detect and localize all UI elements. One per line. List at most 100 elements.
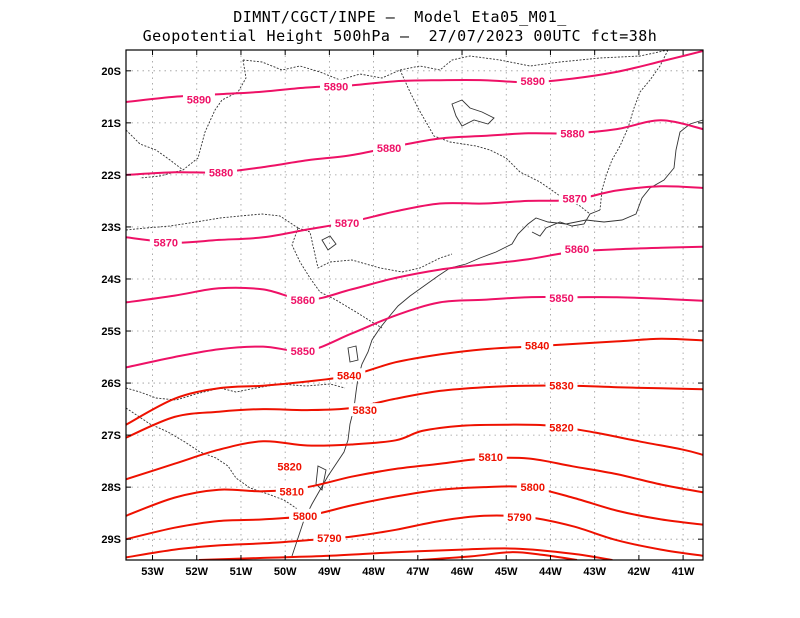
contour-label: 5890 [187, 94, 211, 106]
lon-tick-label: 48W [362, 566, 385, 578]
contour-line [126, 423, 703, 481]
contour-line [419, 551, 578, 560]
contour-label-bg [331, 215, 364, 229]
contour-label: 5880 [209, 167, 233, 179]
lon-tick-label: 41W [672, 566, 695, 578]
contour-label-bg [373, 140, 406, 154]
contour-label-bg [545, 291, 578, 305]
lat-tick-label: 28S [101, 482, 121, 494]
contour-label-bg [286, 292, 319, 306]
contour-label: 5840 [337, 370, 361, 382]
contour-label: 5860 [291, 295, 315, 307]
axis-ticks: 53W 52W 51W 50W 49W 48W 47W 46W 45W 44W 43W 42W 41W 2… [101, 50, 703, 578]
contour-label: 5890 [521, 76, 545, 88]
contour-label: 5830 [549, 381, 573, 393]
contour-label: 5870 [563, 193, 587, 205]
plot-border [125, 49, 704, 561]
contour-line [198, 547, 613, 560]
contour-line [126, 296, 703, 369]
contour-label-bg [516, 480, 549, 494]
lat-tick-label: 26S [101, 378, 121, 390]
contour-label-bg [275, 484, 308, 498]
island [347, 345, 359, 363]
lon-tick-label: 43W [583, 566, 606, 578]
lon-tick-label: 42W [628, 566, 651, 578]
contour-label: 5800 [521, 482, 545, 494]
contour-label: 5860 [565, 244, 589, 256]
gridlines [126, 50, 703, 560]
lon-tick-label: 45W [495, 566, 518, 578]
state-border [125, 129, 184, 171]
lon-tick-label: 44W [539, 566, 562, 578]
lon-tick-label: 50W [274, 566, 297, 578]
lon-tick-label: 51W [230, 566, 253, 578]
chart-subtitle: Geopotential Height 500hPa – 27/07/2023 … [142, 27, 658, 45]
contour-label-bg [558, 191, 591, 205]
plot-frame [126, 50, 703, 560]
contour-label-bg [182, 92, 215, 106]
contour-label: 5870 [154, 238, 178, 250]
lat-tick-label: 21S [101, 118, 121, 130]
contour-label-bg [333, 368, 366, 382]
contour-label-bg [149, 235, 182, 249]
state-border [291, 227, 383, 329]
contour-line [126, 337, 703, 426]
contour-label-bg [474, 449, 507, 463]
lat-tick-label: 27S [101, 430, 121, 442]
contour-lines [126, 50, 703, 560]
contour-label-bg [289, 508, 322, 522]
contour-line [126, 456, 703, 517]
contour-label-bg [521, 338, 554, 352]
coastline [291, 119, 704, 557]
lake [451, 99, 495, 127]
contour-line [126, 185, 703, 244]
contour-label: 5810 [479, 452, 503, 464]
contour-label-bg [545, 378, 578, 392]
contour-label-bg [205, 165, 238, 179]
contour-label-bg [348, 403, 381, 417]
state-border [599, 49, 669, 211]
contour-line [126, 384, 703, 439]
bay [531, 209, 601, 237]
contour-line [126, 245, 703, 304]
coastline-borders [125, 49, 704, 557]
contour-label: 5820 [549, 422, 573, 434]
lat-tick-label: 24S [101, 274, 121, 286]
contour-line [126, 50, 703, 103]
state-border [297, 227, 453, 273]
contour-label: 5810 [280, 486, 304, 498]
lat-tick-label: 20S [101, 66, 121, 78]
contour-label: 5790 [317, 533, 341, 545]
contours: 5890 5890 5890 5880 5880 5880 5870 5870 5870 5860… [126, 50, 703, 560]
contour-label-bg [286, 343, 319, 357]
contour-label: 5890 [324, 81, 348, 93]
contour-label-bg [503, 509, 536, 523]
contour-label: 5850 [549, 293, 573, 305]
contour-label-bg [516, 74, 549, 88]
lon-tick-label: 47W [407, 566, 430, 578]
contour-label: 5870 [335, 218, 359, 230]
contour-label: 5880 [560, 128, 584, 140]
contour-label: 5800 [293, 511, 317, 523]
contour-label-bg [320, 79, 353, 93]
contour-label-bg [545, 420, 578, 434]
lat-tick-label: 25S [101, 326, 121, 338]
state-border [242, 49, 669, 81]
lat-tick-label: 23S [101, 222, 121, 234]
contour-label-bg [556, 126, 589, 140]
contour-line [126, 514, 703, 559]
contour-label: 5820 [277, 461, 301, 473]
lon-tick-label: 52W [185, 566, 208, 578]
lon-tick-label: 49W [318, 566, 341, 578]
contour-label: 5790 [507, 512, 531, 524]
state-border [125, 383, 346, 401]
lon-tick-label: 46W [451, 566, 474, 578]
contour-label: 5880 [377, 143, 401, 155]
contour-label-bg [273, 459, 306, 473]
contour-label-bg [313, 531, 346, 545]
island [315, 465, 327, 491]
lat-tick-label: 22S [101, 170, 121, 182]
chart-title: DIMNT/CGCT/INPE – Model Eta05_M01_ [233, 8, 567, 26]
contour-line [126, 485, 703, 541]
